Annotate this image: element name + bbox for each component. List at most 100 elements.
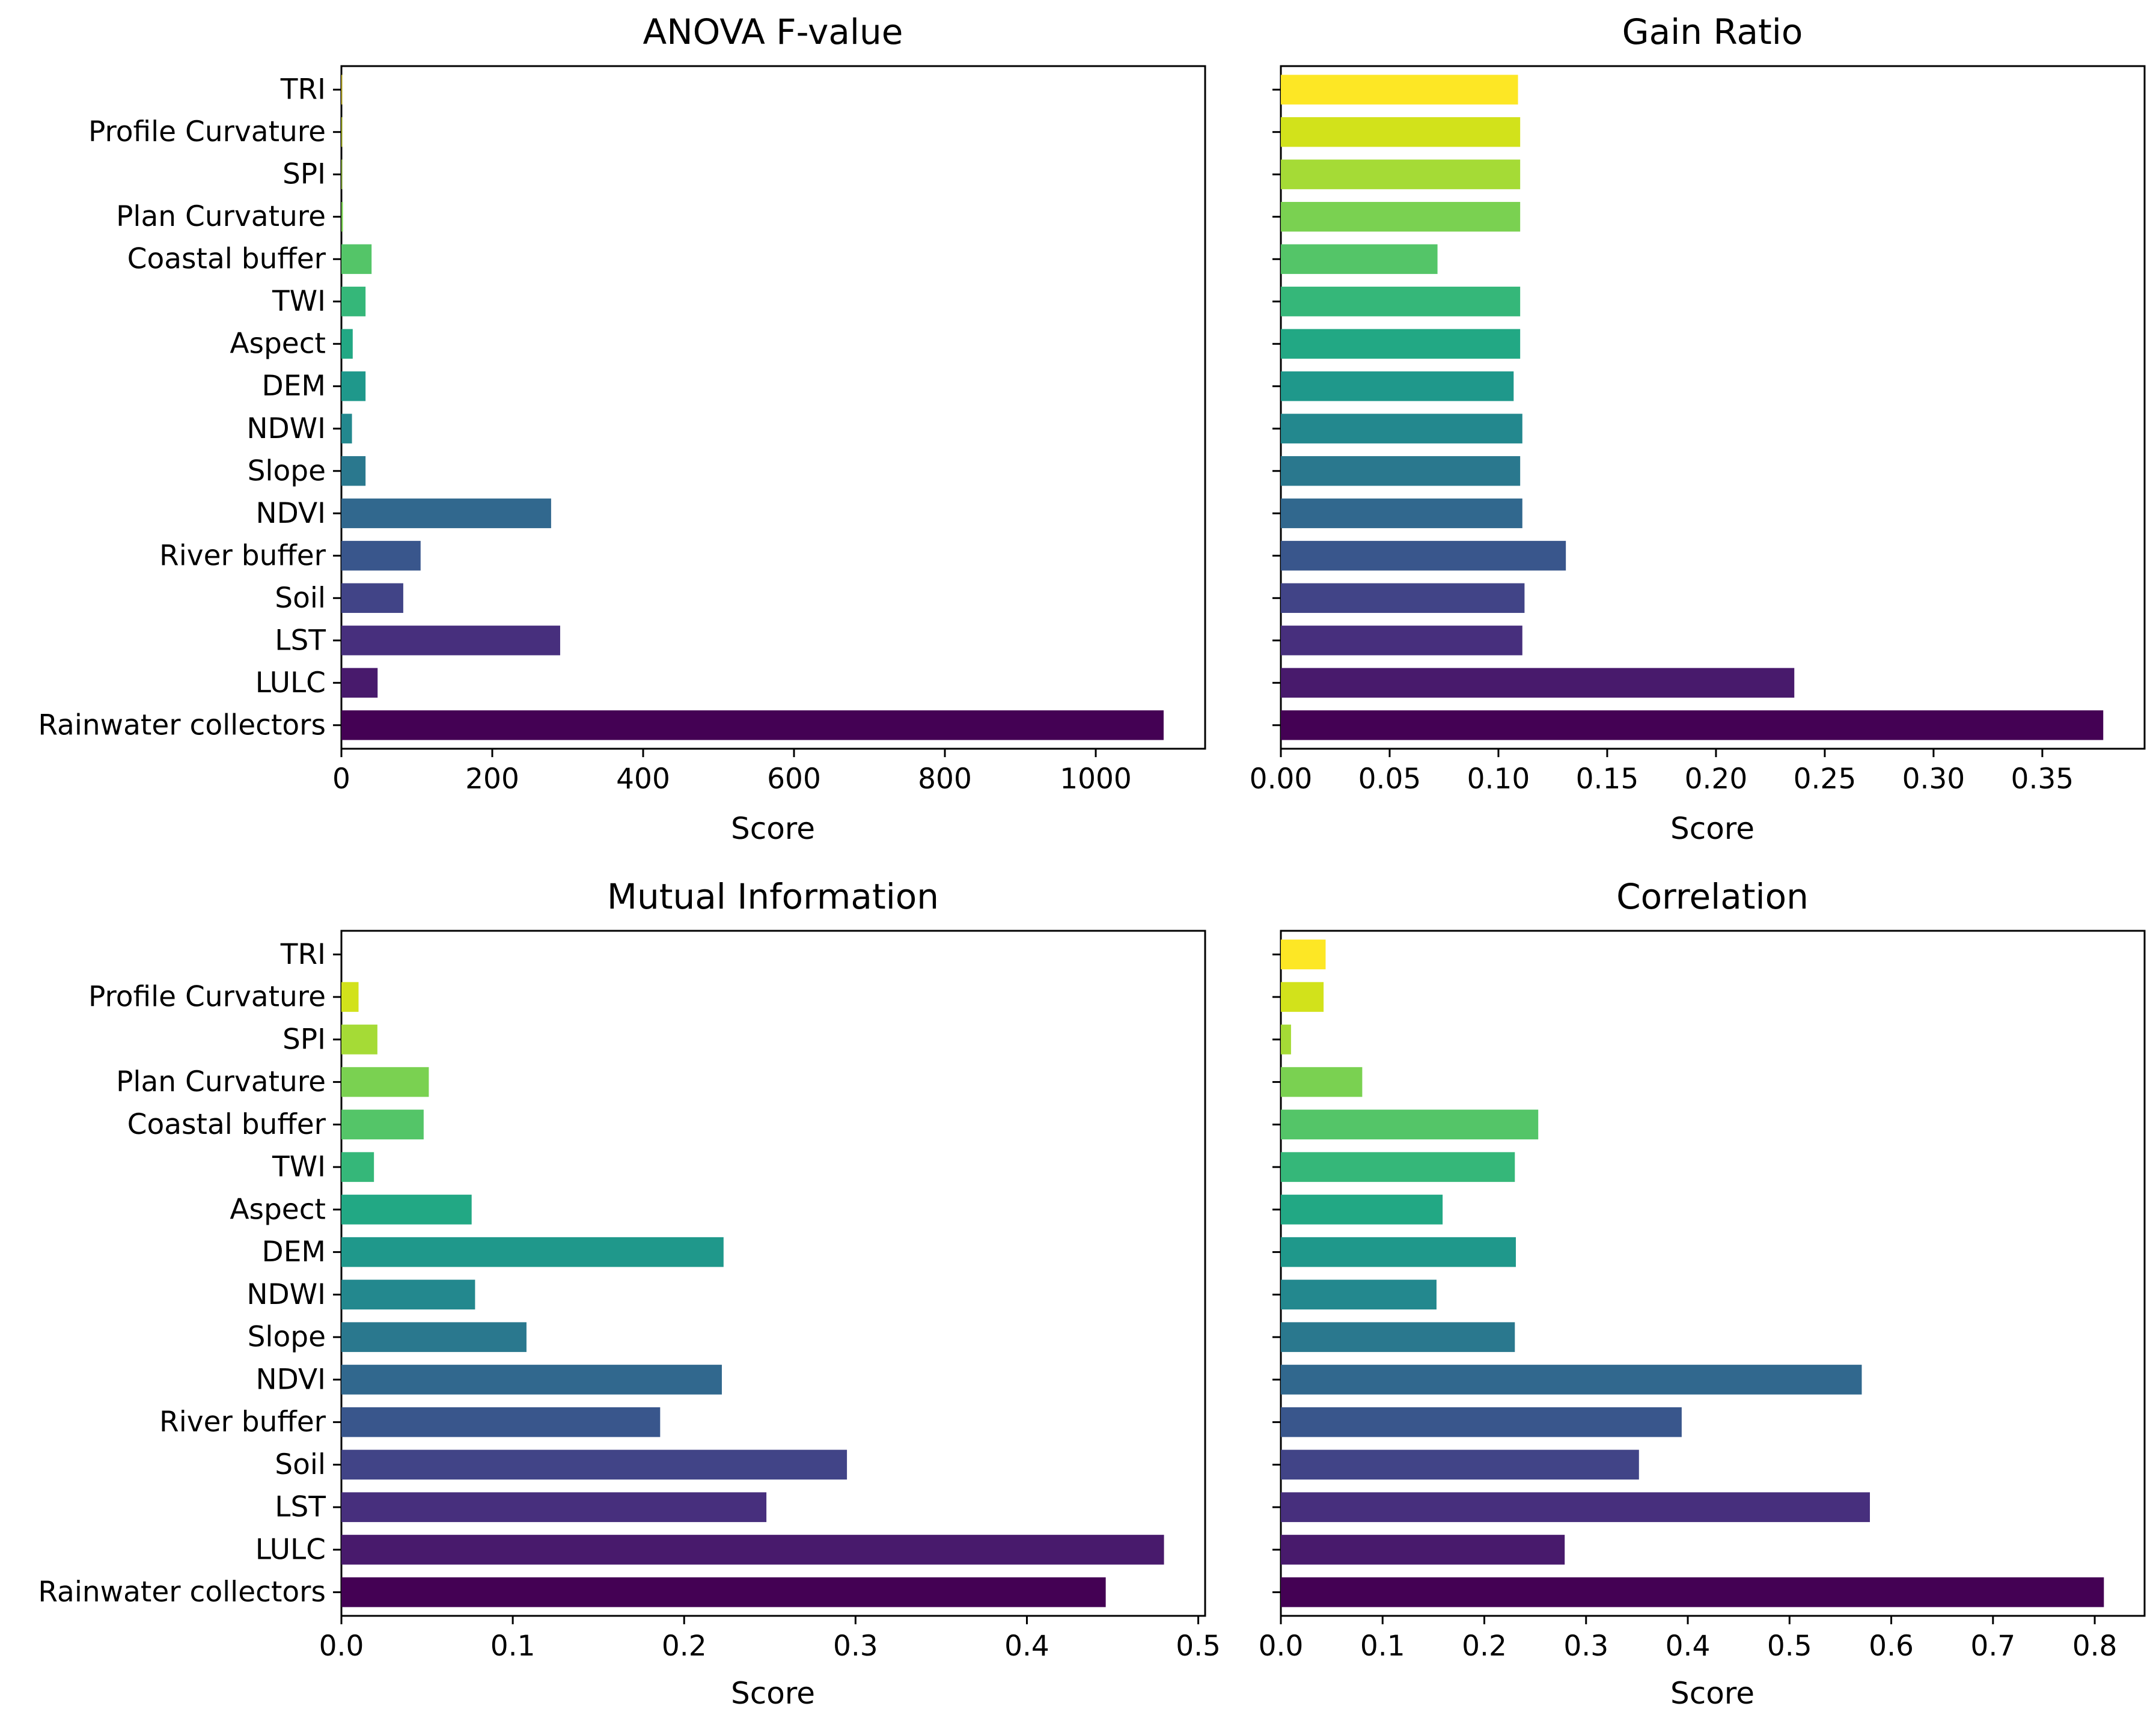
bar-river-buffer [341,541,421,571]
x-axis-ticks: 0.00 0.05 0.10 0.15 0.20 0.25 0.30 0.35 [1250,749,2074,796]
panel-title: Correlation [1616,876,1809,917]
bar-dem [1281,1237,1516,1267]
y-axis-ticks: Rainwater collectors LULC LST Soil River buf… [38,938,341,1609]
x-tick-label: 0.00 [1250,763,1313,796]
bar-lst [1281,626,1522,656]
panel-mutual-information: Mutual Information 0.0 0.1 0.2 0.3 0.4 0.5 Ra… [38,876,1221,1711]
y-tick-label: LST [275,624,326,657]
y-tick-label: Rainwater collectors [38,708,326,742]
y-tick-label: DEM [262,1235,326,1269]
bar-spi [1281,159,1521,189]
bar-soil [1281,583,1525,613]
panel-title: Mutual Information [607,876,939,917]
bar-coastal-buffer [1281,1109,1539,1140]
y-tick-label: Slope [248,454,326,487]
bar-soil [341,583,403,613]
bar-dem [341,1237,724,1267]
bar-profile-curvature [341,982,359,1012]
y-axis-ticks [1272,953,1281,1594]
y-tick-label: Aspect [230,1193,326,1226]
bar-twi [1281,1152,1515,1182]
y-tick-label: TRI [280,938,326,971]
x-tick-label: 800 [918,763,972,796]
y-axis-ticks: Rainwater collectors LULC LST Soil River buf… [38,73,341,742]
bar-tri [1281,75,1518,105]
x-tick-label: 1000 [1060,763,1132,796]
bar-river-buffer [1281,1407,1682,1437]
y-tick-label: Soil [275,582,326,615]
y-tick-label: Aspect [230,327,326,361]
x-tick-label: 0.20 [1685,763,1748,796]
bar-spi [1281,1025,1291,1055]
bar-dem [341,371,366,401]
bar-aspect [1281,1195,1443,1225]
x-axis-label: Score [1670,811,1754,846]
bar-rainwater-collectors [1281,710,2104,740]
y-tick-label: TWI [272,1151,326,1184]
y-tick-label: Profile Curvature [88,115,326,148]
bar-slope [1281,1322,1515,1352]
x-tick-label: 0.15 [1576,763,1639,796]
panel-anova-f-value: ANOVA F-value 0 200 400 600 800 1000 Rainwate… [38,11,1206,846]
bar-spi [341,1025,377,1055]
bar-aspect [1281,329,1521,359]
bar-slope [1281,456,1521,486]
x-tick-label: 0.4 [1004,1630,1049,1663]
bar-lulc [341,1535,1164,1565]
x-tick-label: 0.8 [2072,1630,2118,1663]
y-tick-label: Slope [248,1321,326,1354]
y-tick-label: Plan Curvature [116,1065,326,1098]
x-tick-label: 0.6 [1869,1630,1914,1663]
bar-plan-curvature [341,1067,429,1097]
x-axis-label: Score [731,811,815,846]
y-tick-label: Coastal buffer [127,1108,326,1141]
bar-aspect [341,1195,472,1225]
bar-group [1281,939,2104,1607]
bar-plan-curvature [1281,1067,1363,1097]
x-tick-label: 0.3 [1563,1630,1608,1663]
y-tick-label: NDWI [246,412,326,445]
y-tick-label: LULC [255,666,326,699]
y-tick-label: Coastal buffer [127,243,326,276]
bar-ndwi [1281,1279,1437,1310]
plot-area [340,930,1206,1617]
y-tick-label: River buffer [159,1406,326,1439]
bar-group [1281,75,2104,740]
bar-ndwi [341,413,352,443]
bar-spi [341,159,343,189]
x-tick-label: 0 [332,763,350,796]
bar-rainwater-collectors [341,1577,1106,1607]
y-tick-label: TWI [272,285,326,318]
bar-group [341,982,1164,1607]
x-tick-label: 0.1 [490,1630,536,1663]
y-tick-label: NDWI [246,1278,326,1311]
bar-lst [341,626,560,656]
x-tick-label: 0.0 [319,1630,364,1663]
y-tick-label: NDVI [255,497,326,530]
panel-correlation: Correlation 0.0 0.1 0.2 0.3 0.4 0.5 0.6 0.7 0.8 … [1259,876,2146,1711]
y-tick-label: NDVI [255,1363,326,1396]
bar-rainwater-collectors [1281,1577,2104,1607]
x-tick-label: 0.2 [662,1630,707,1663]
x-tick-label: 200 [465,763,519,796]
bar-slope [341,1322,527,1352]
x-tick-label: 0.2 [1462,1630,1507,1663]
bar-group [341,75,1164,740]
panel-title: Gain Ratio [1622,11,1803,52]
bar-soil [341,1449,847,1480]
bar-ndwi [341,1279,475,1310]
bar-coastal-buffer [341,244,372,274]
x-axis-ticks: 0 200 400 600 800 1000 [332,749,1132,796]
bar-river-buffer [341,1407,661,1437]
plot-area [340,65,1206,750]
bar-ndvi [341,498,551,528]
bar-slope [341,456,366,486]
x-tick-label: 0.4 [1666,1630,1711,1663]
x-tick-label: 0.30 [1902,763,1965,796]
x-tick-label: 0.35 [2011,763,2074,796]
x-tick-label: 0.5 [1767,1630,1812,1663]
y-tick-label: Soil [275,1448,326,1481]
bar-soil [1281,1449,1639,1480]
y-tick-label: Profile Curvature [88,981,326,1014]
